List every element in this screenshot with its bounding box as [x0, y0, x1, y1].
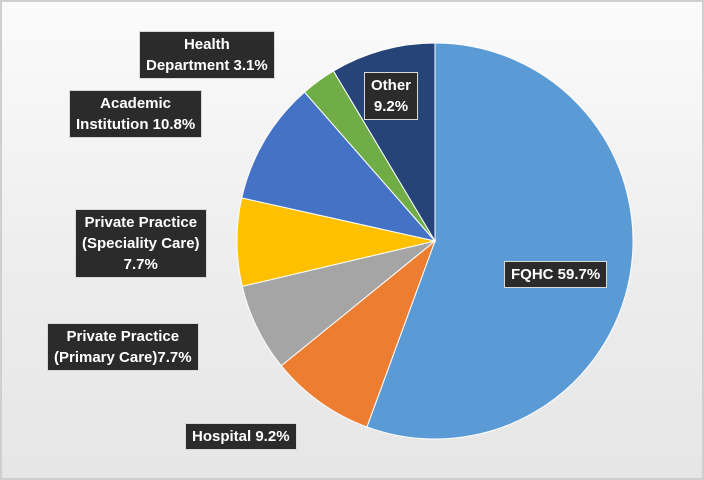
pie-slice-hospital	[280, 239, 437, 428]
data-label-other: Other 9.2%	[364, 72, 419, 120]
data-label-private-practice-speciality: Private Practice (Speciality Care) 7.7%	[75, 209, 207, 278]
pie-slice-academic-institution	[241, 91, 437, 242]
data-label-hospital: Hospital 9.2%	[185, 423, 297, 450]
data-label-health-department: Health Department 3.1%	[139, 31, 275, 79]
data-label-academic-institution: Academic Institution 10.8%	[69, 90, 203, 138]
pie-slice-fqhc	[366, 42, 634, 440]
data-label-private-practice-primary: Private Practice (Primary Care)7.7%	[47, 323, 199, 371]
pie-slices	[236, 42, 634, 440]
data-label-fqhc: FQHC 59.7%	[504, 261, 608, 288]
